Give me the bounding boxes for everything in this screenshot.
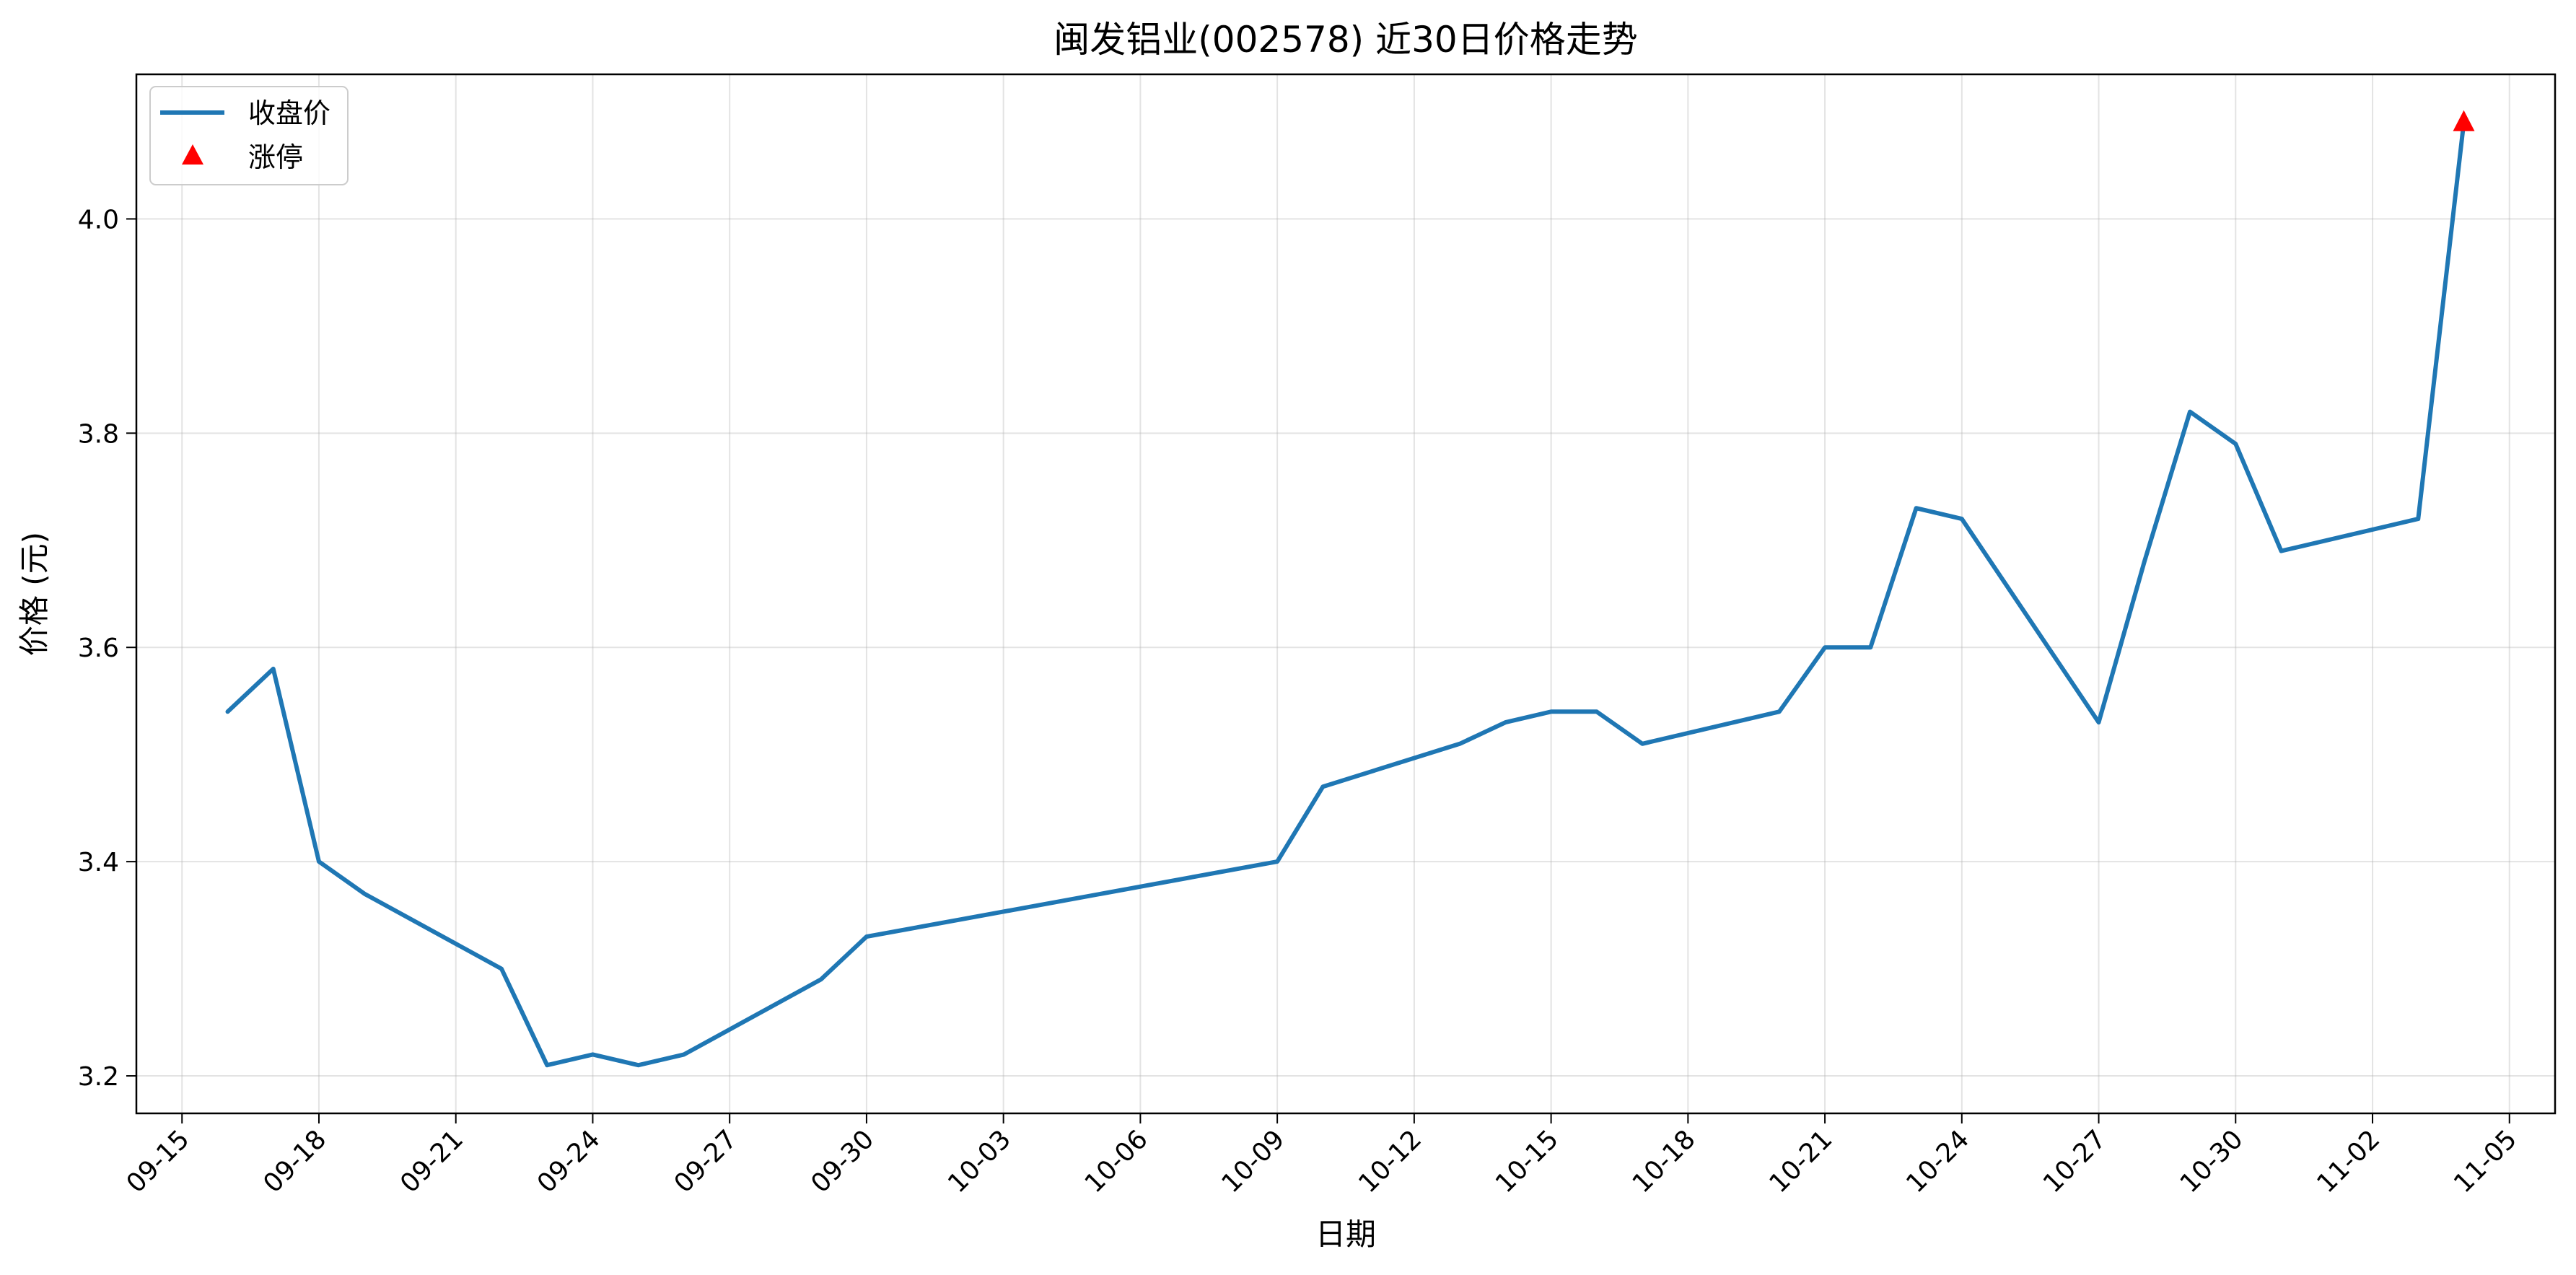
limit-up-marker xyxy=(2453,110,2475,131)
legend-label-limit-up: 涨停 xyxy=(248,141,303,173)
legend: 收盘价 涨停 xyxy=(149,86,349,185)
chart-title: 闽发铝业(002578) 近30日价格走势 xyxy=(1053,19,1637,61)
grid xyxy=(136,74,2555,1113)
y-tick-label: 3.2 xyxy=(78,1062,119,1092)
close-price-line xyxy=(225,120,2466,1068)
y-axis-label: 价格 (元) xyxy=(17,532,52,656)
series-layer xyxy=(225,110,2475,1068)
y-tick-label: 3.6 xyxy=(78,634,119,663)
x-axis-label: 日期 xyxy=(1315,1217,1376,1252)
plot-frame xyxy=(135,73,2557,1115)
y-tick-label: 3.4 xyxy=(78,848,119,877)
y-tick-label: 3.8 xyxy=(78,419,119,449)
legend-limit-up-marker xyxy=(182,144,203,165)
y-axis: 3.2 3.4 3.6 3.8 4.0 xyxy=(78,205,136,1092)
legend-label-close: 收盘价 xyxy=(248,97,330,129)
y-tick-label: 4.0 xyxy=(78,205,119,235)
